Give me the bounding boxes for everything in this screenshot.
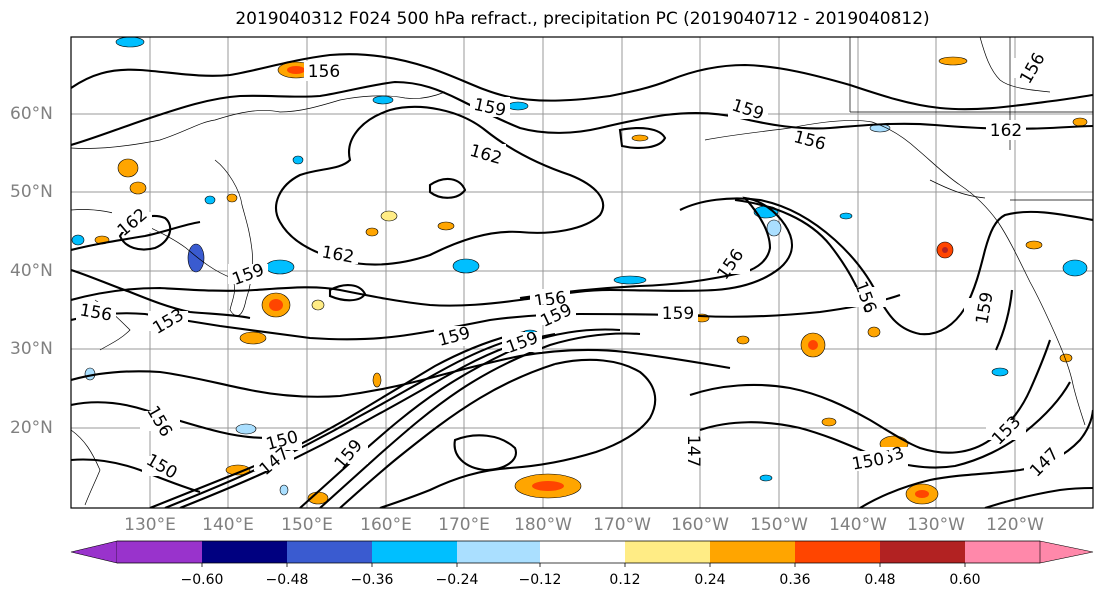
lon-label: 130°W bbox=[907, 515, 965, 535]
colorbar-extend-low bbox=[70, 540, 118, 564]
lon-label: 140°E bbox=[202, 515, 254, 535]
colorbar-tick-label: −0.12 bbox=[518, 572, 562, 588]
contour-label: 162 bbox=[990, 121, 1022, 141]
colorbar-tick-label: 0.24 bbox=[694, 572, 726, 588]
precipitation-shading bbox=[71, 37, 1088, 505]
map-panel: 156 159 162 159 156 162 bbox=[71, 37, 1093, 508]
lon-label: 140°W bbox=[829, 515, 887, 535]
lon-label: 170°W bbox=[593, 515, 651, 535]
lon-label: 150°E bbox=[281, 515, 333, 535]
colorbar-tick-label: −0.36 bbox=[350, 572, 394, 588]
lon-label: 150°W bbox=[750, 515, 808, 535]
lat-label: 20°N bbox=[10, 418, 53, 438]
contour-label: 159 bbox=[662, 304, 694, 324]
contour-labels: 156 159 162 159 156 162 bbox=[76, 49, 1064, 484]
lon-label: 120°W bbox=[986, 515, 1044, 535]
contour-label: 147 bbox=[683, 435, 703, 467]
lat-label: 40°N bbox=[10, 261, 53, 281]
map-frame bbox=[70, 36, 1094, 509]
colorbar-tick-label: −0.48 bbox=[265, 572, 309, 588]
lon-label: 170°E bbox=[438, 515, 490, 535]
colorbar-tick-label: 0.60 bbox=[949, 572, 981, 588]
lon-label: 160°W bbox=[671, 515, 729, 535]
colorbar-extend-high bbox=[1039, 540, 1094, 564]
colorbar-tick-label: −0.60 bbox=[180, 572, 224, 588]
map-title: 2019040312 F024 500 hPa refract., precip… bbox=[235, 9, 930, 29]
contour-label: 156 bbox=[308, 62, 340, 82]
colorbar-tick-label: 0.12 bbox=[609, 572, 641, 588]
colorbar-tick-label: 0.36 bbox=[779, 572, 811, 588]
colorbar-tick-label: −0.24 bbox=[435, 572, 479, 588]
lat-label: 60°N bbox=[10, 104, 53, 124]
lat-label: 30°N bbox=[10, 339, 53, 359]
lat-label: 50°N bbox=[10, 182, 53, 202]
colorbar bbox=[70, 540, 1094, 567]
lon-label: 180°W bbox=[514, 515, 572, 535]
lon-label: 130°E bbox=[124, 515, 176, 535]
lon-label: 160°E bbox=[360, 515, 412, 535]
colorbar-tick-label: 0.48 bbox=[864, 572, 896, 588]
